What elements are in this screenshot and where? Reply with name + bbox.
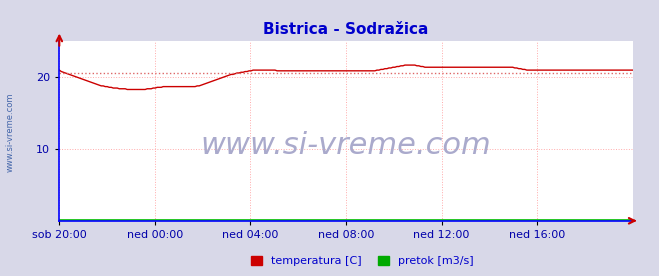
Text: www.si-vreme.com: www.si-vreme.com [200, 131, 492, 160]
Legend: temperatura [C], pretok [m3/s]: temperatura [C], pretok [m3/s] [246, 251, 478, 270]
Text: www.si-vreme.com: www.si-vreme.com [5, 93, 14, 172]
Title: Bistrica - Sodražica: Bistrica - Sodražica [264, 22, 428, 38]
